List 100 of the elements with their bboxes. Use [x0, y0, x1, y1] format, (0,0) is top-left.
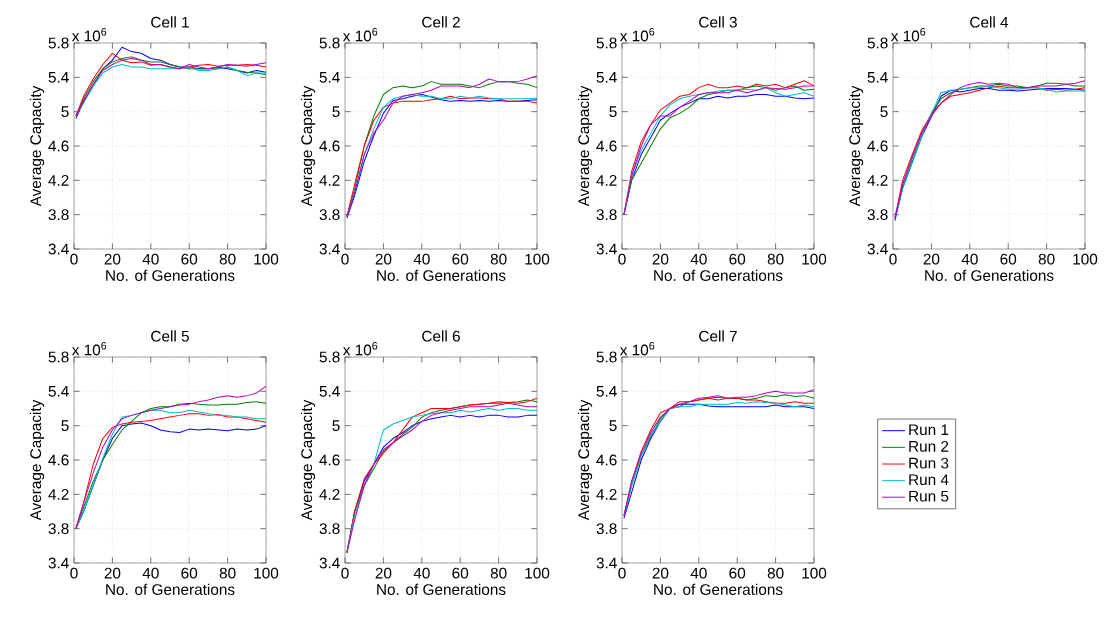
y-tick-label: 3.4 — [48, 557, 69, 569]
x-tick-label: 0 — [341, 253, 349, 265]
x-tick-label: 80 — [219, 567, 236, 579]
x-tick-label: 100 — [525, 567, 550, 579]
x-tick-label: 20 — [104, 567, 121, 579]
x-tick-label: 0 — [618, 567, 626, 579]
y-tick-label: 3.8 — [319, 209, 340, 221]
y-axis-title: Average Capacity — [29, 399, 45, 521]
x-axis-title: No. of Generations — [654, 583, 783, 595]
x-tick-label: 40 — [961, 253, 978, 265]
x-tick-label: 0 — [70, 567, 78, 579]
x-tick-label: 100 — [1073, 253, 1098, 265]
y-tick-label: 5.8 — [319, 351, 340, 363]
y-tick-label: 3.8 — [596, 523, 617, 535]
y-tick-label: 5 — [332, 420, 340, 432]
chart-title: Cell 7 — [699, 330, 737, 342]
y-tick-label: 5 — [609, 420, 617, 432]
y-tick-label: 4.6 — [596, 140, 617, 152]
x-tick-label: 60 — [729, 567, 746, 579]
y-tick-label: 5.8 — [48, 37, 69, 49]
x-tick-label: 40 — [142, 253, 159, 265]
x-tick-label: 40 — [142, 567, 159, 579]
y-tick-label: 4.6 — [319, 454, 340, 466]
chart-title: Cell 4 — [970, 16, 1009, 28]
x-tick-label: 0 — [618, 253, 626, 265]
text: x 10$^{6}$ — [619, 341, 655, 356]
y-tick-label: 5.4 — [319, 386, 340, 397]
x-tick-label: 60 — [181, 567, 198, 579]
text: x 10$^{6}$ — [71, 27, 107, 42]
x-tick-label: 100 — [254, 567, 279, 579]
x-tick-label: 40 — [413, 567, 430, 579]
x-axis-title: No. of Generations — [106, 269, 235, 281]
y-tick-label: 3.8 — [867, 209, 888, 221]
y-tick-label: 4.2 — [596, 174, 617, 186]
y-tick-label: 5 — [332, 106, 340, 118]
text: x 10$^{6}$ — [890, 27, 926, 42]
x-tick-label: 20 — [375, 253, 392, 265]
text: x 10$^{6}$ — [342, 341, 378, 356]
y-tick-label: 4.2 — [319, 174, 340, 186]
y-tick-label: 4.2 — [48, 488, 69, 500]
y-tick-label: 3.8 — [48, 209, 69, 221]
chart-title: Cell 6 — [422, 330, 460, 342]
x-tick-label: 20 — [375, 567, 392, 579]
y-tick-label: 4.2 — [319, 488, 340, 500]
x-axis-title: No. of Generations — [654, 269, 783, 281]
y-axis-title: Average Capacity — [300, 85, 316, 207]
y-tick-label: 5.8 — [48, 351, 69, 363]
y-tick-label: 4.6 — [596, 454, 617, 466]
y-axis-title: Average Capacity — [848, 85, 864, 207]
x-tick-label: 40 — [413, 253, 430, 265]
x-tick-label: 20 — [652, 567, 669, 579]
y-tick-label: 4.2 — [596, 488, 617, 500]
legend-label: Run 2 — [909, 440, 949, 452]
y-axis-title: Average Capacity — [577, 85, 593, 207]
x-tick-label: 100 — [802, 253, 827, 265]
y-tick-label: 3.4 — [596, 243, 617, 255]
x-tick-label: 40 — [690, 253, 707, 265]
text: x 10$^{6}$ — [342, 27, 378, 42]
y-tick-label: 3.8 — [319, 523, 340, 535]
y-axis-title: Average Capacity — [577, 399, 593, 521]
legend-label: Run 3 — [909, 457, 949, 469]
y-tick-label: 5.8 — [596, 37, 617, 49]
y-tick-label: 5.4 — [48, 386, 69, 397]
x-tick-label: 80 — [219, 253, 236, 265]
y-tick-label: 5 — [61, 106, 69, 118]
y-tick-label: 4.6 — [867, 140, 888, 152]
y-tick-label: 3.8 — [596, 209, 617, 221]
x-tick-label: 100 — [802, 567, 827, 579]
text: x 10$^{6}$ — [619, 27, 655, 42]
x-tick-label: 80 — [490, 253, 507, 265]
y-tick-label: 4.6 — [319, 140, 340, 152]
x-tick-label: 40 — [690, 567, 707, 579]
x-tick-label: 60 — [729, 253, 746, 265]
y-axis-title: Average Capacity — [300, 399, 316, 521]
y-tick-label: 4.6 — [48, 140, 69, 152]
chart-title: Cell 1 — [151, 16, 189, 28]
y-tick-label: 3.4 — [596, 557, 617, 569]
y-tick-label: 5 — [61, 420, 69, 432]
x-tick-label: 0 — [889, 253, 897, 265]
y-tick-label: 3.8 — [48, 523, 69, 535]
y-tick-label: 5.8 — [596, 351, 617, 363]
y-axis-title: Average Capacity — [29, 85, 45, 207]
x-axis-title: No. of Generations — [377, 583, 506, 595]
x-tick-label: 20 — [652, 253, 669, 265]
x-tick-label: 60 — [181, 253, 198, 265]
y-tick-label: 5.4 — [596, 72, 617, 83]
y-tick-label: 3.4 — [48, 243, 69, 255]
x-axis-title: No. of Generations — [925, 269, 1054, 281]
y-tick-label: 5.4 — [596, 386, 617, 397]
y-tick-label: 5.4 — [867, 72, 888, 83]
x-tick-label: 60 — [1000, 253, 1017, 265]
y-tick-label: 5.8 — [319, 37, 340, 49]
x-tick-label: 20 — [923, 253, 940, 265]
x-tick-label: 0 — [341, 567, 349, 579]
x-tick-label: 100 — [525, 253, 550, 265]
x-tick-label: 20 — [104, 253, 121, 265]
legend-label: Run 4 — [909, 474, 949, 486]
legend-label: Run 5 — [909, 490, 949, 502]
y-tick-label: 4.6 — [48, 454, 69, 466]
text: x 10$^{6}$ — [71, 341, 107, 356]
